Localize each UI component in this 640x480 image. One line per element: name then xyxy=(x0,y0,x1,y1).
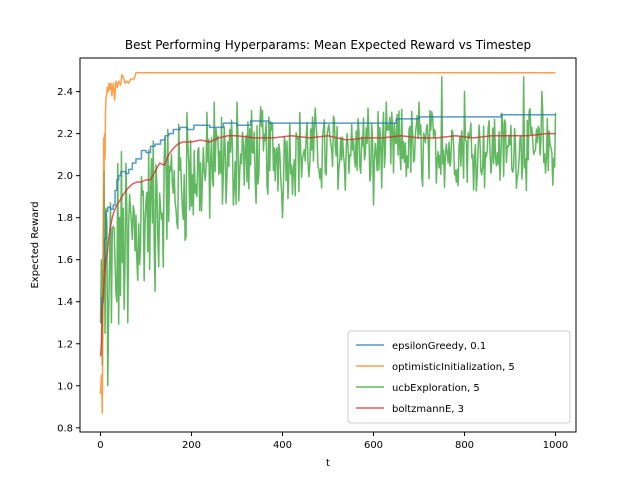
series-line-3 xyxy=(99,132,556,357)
series-line-1 xyxy=(99,71,556,414)
x-tick-label: 200 xyxy=(182,440,201,451)
y-tick-label: 2.2 xyxy=(57,129,73,140)
axes-frame xyxy=(79,57,577,433)
y-tick-label: 0.8 xyxy=(57,423,73,434)
y-tick-label: 1.6 xyxy=(57,255,73,266)
y-tick-label: 1.0 xyxy=(57,381,73,392)
series-line-0 xyxy=(100,113,556,324)
series-layer xyxy=(99,71,557,414)
y-tick-label: 1.8 xyxy=(57,213,73,224)
legend-entry: boltzmannE, 3 xyxy=(392,404,464,415)
x-tick-label: 800 xyxy=(455,440,474,451)
legend: epsilonGreedy, 0.1 optimisticInitializati… xyxy=(347,330,571,424)
x-tick-label: 0 xyxy=(97,440,103,451)
y-tick-label: 2.0 xyxy=(57,171,73,182)
x-tick-label: 400 xyxy=(273,440,292,451)
y-tick-label: 2.4 xyxy=(57,87,73,98)
legend-box xyxy=(347,330,571,424)
legend-entry: optimisticInitialization, 5 xyxy=(392,362,515,373)
x-axis: 0 200 400 600 800 1000 xyxy=(97,432,568,451)
y-axis: 0.8 1.0 1.2 1.4 1.6 1.8 2.0 2.2 2.4 xyxy=(57,87,80,434)
y-tick-label: 1.4 xyxy=(57,297,73,308)
legend-entry: epsilonGreedy, 0.1 xyxy=(392,341,486,352)
y-tick-label: 1.2 xyxy=(57,339,73,350)
legend-entry: ucbExploration, 5 xyxy=(392,383,480,394)
x-tick-label: 1000 xyxy=(543,440,568,451)
x-axis-label: t xyxy=(326,458,330,469)
y-axis-label: Expected Reward xyxy=(30,201,41,288)
x-tick-label: 600 xyxy=(364,440,383,451)
chart-title: Best Performing Hyperparams: Mean Expect… xyxy=(125,38,531,52)
